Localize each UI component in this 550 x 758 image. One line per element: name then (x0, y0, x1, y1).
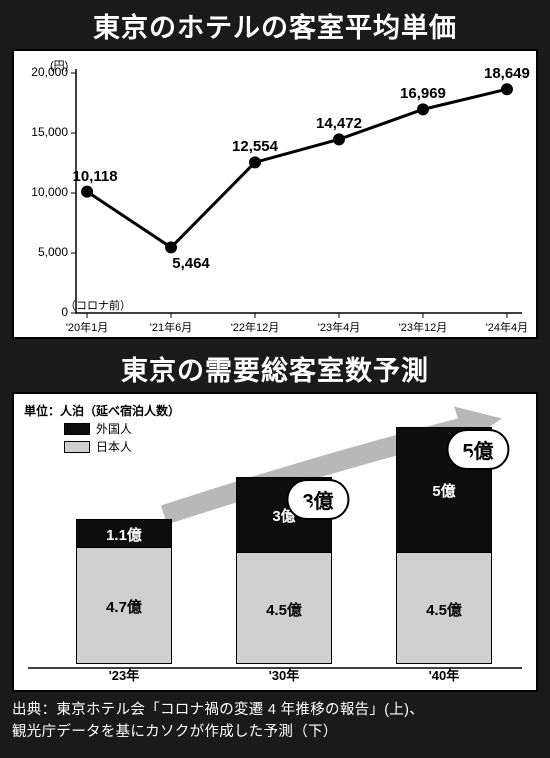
callout-bubble: 5億 (446, 429, 509, 470)
source-credit: 出典：東京ホテル会「コロナ禍の変遷 4 年推移の報告」(上)、 観光庁データを基… (12, 700, 538, 744)
bar-x-label: '30年 (269, 665, 300, 684)
bar-value-foreign: 1.1億 (106, 524, 142, 545)
bar-x-label: '23年 (109, 665, 140, 684)
bar-segment-foreign: 1.1億 (76, 519, 172, 547)
chart2-title: 東京の需要総客室数予測 (12, 349, 538, 388)
bar-value-foreign: 5億 (432, 480, 455, 501)
credit-line2: 観光庁データを基にカソクが作成した予測（下） (12, 724, 338, 740)
bar-value-japanese: 4.7億 (106, 596, 142, 617)
line-chart-svg (14, 51, 536, 339)
bar-group: 1.1億 4.7億 (76, 519, 172, 664)
chart1-title: 東京のホテルの客室平均単価 (12, 6, 538, 45)
credit-line1: 出典：東京ホテル会「コロナ禍の変遷 4 年推移の報告」(上)、 (12, 702, 424, 718)
bar-chart-panel: 単位：人泊（延べ宿泊人数） 外国人 日本人 1.1億4.7億'23年3億4.5億… (12, 392, 538, 692)
bar-segment-japanese: 4.7億 (76, 547, 172, 665)
bar-segment-japanese: 4.5億 (236, 552, 332, 665)
bar-value-japanese: 4.5億 (426, 599, 462, 620)
bar-value-japanese: 4.5億 (266, 599, 302, 620)
bar-segment-japanese: 4.5億 (396, 552, 492, 665)
callout-bubble: 3億 (286, 479, 349, 520)
line-chart-panel: (円) 05,00010,00015,00020,000'20年1月'21年6月… (12, 49, 538, 339)
bar-x-label: '40年 (429, 665, 460, 684)
